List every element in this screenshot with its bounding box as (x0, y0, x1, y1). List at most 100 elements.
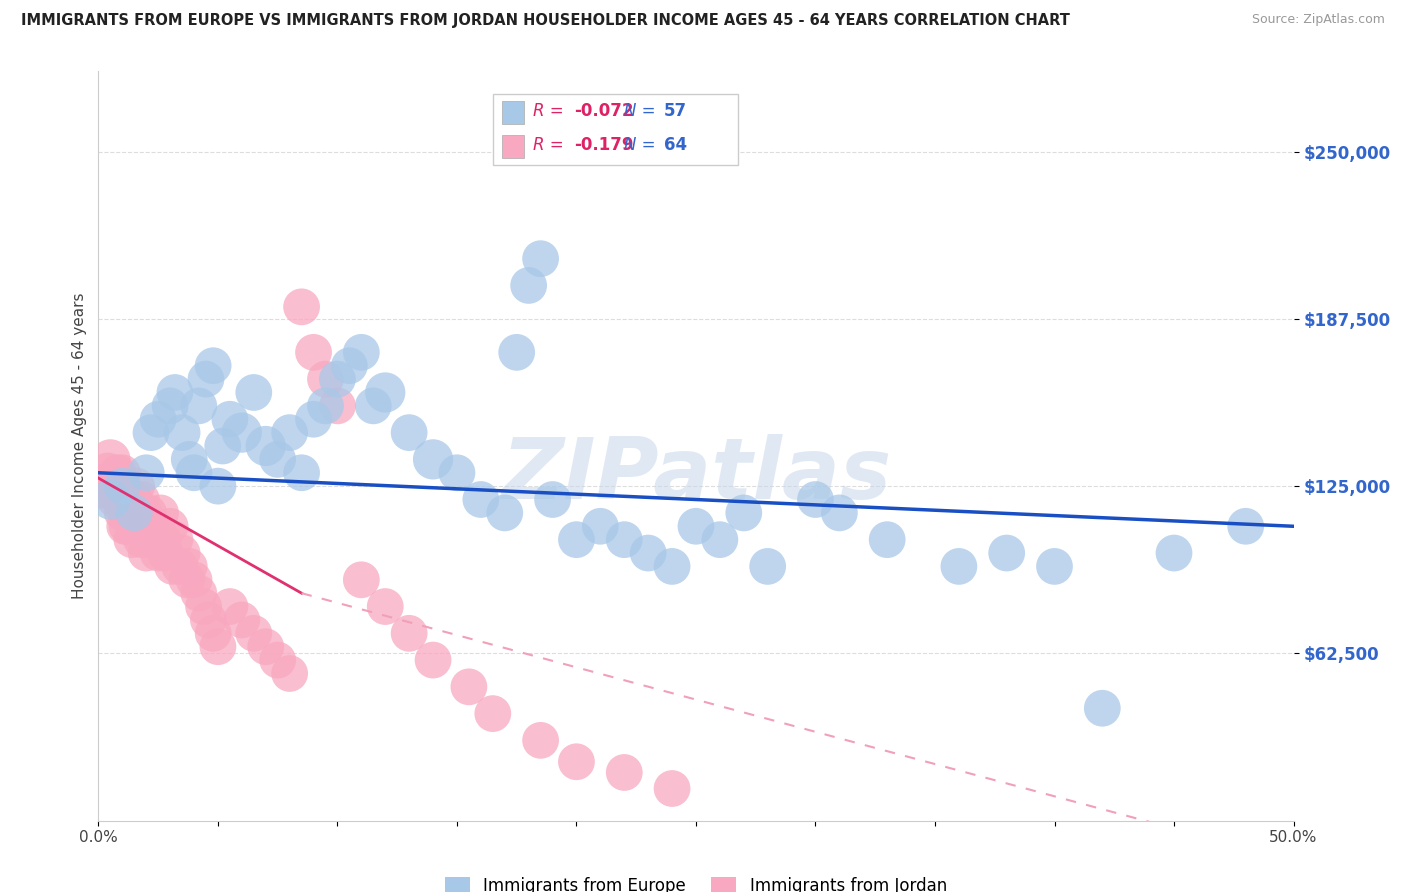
Point (155, 546, 177, 560)
Point (756, 559, 779, 574)
Point (446, 466, 468, 480)
Point (111, 506, 134, 520)
Point (267, 653, 290, 667)
Point (876, 533, 898, 547)
Point (254, 640, 277, 654)
Text: ZIPatlas: ZIPatlas (501, 434, 891, 517)
Point (589, 519, 612, 533)
Point (231, 425, 253, 440)
Point (350, 573, 373, 587)
Point (326, 399, 349, 413)
Point (111, 479, 134, 493)
Point (804, 492, 827, 507)
Point (179, 452, 201, 467)
Point (187, 586, 209, 600)
Point (139, 425, 162, 440)
Point (202, 626, 225, 640)
Text: 57: 57 (664, 102, 686, 120)
Point (709, 533, 731, 547)
Point (193, 599, 215, 614)
Point (135, 466, 157, 480)
Point (131, 492, 153, 507)
Point (291, 466, 314, 480)
Point (1043, 559, 1066, 574)
Point (115, 519, 138, 533)
Point (613, 533, 636, 547)
Point (101, 479, 124, 493)
Point (124, 492, 146, 507)
Point (115, 492, 138, 507)
Text: N =: N = (624, 136, 661, 153)
Text: R =: R = (533, 136, 569, 153)
Text: -0.072: -0.072 (574, 102, 634, 120)
Point (152, 533, 174, 547)
Point (179, 559, 201, 574)
Point (107, 466, 129, 480)
Point (267, 452, 290, 467)
Point (111, 466, 134, 480)
Point (207, 640, 229, 654)
Point (131, 533, 153, 547)
Point (278, 666, 301, 681)
Point (114, 519, 136, 533)
Point (254, 439, 277, 453)
Point (162, 559, 184, 574)
Point (315, 372, 337, 386)
Point (1163, 546, 1185, 560)
Point (481, 706, 505, 721)
Point (398, 626, 420, 640)
Point (176, 573, 198, 587)
Point (374, 385, 396, 400)
Point (202, 359, 225, 373)
Point (219, 599, 242, 614)
Point (243, 385, 266, 400)
Point (613, 765, 636, 780)
Point (363, 399, 385, 413)
Point (828, 506, 851, 520)
Point (121, 533, 143, 547)
Point (231, 613, 253, 627)
Point (326, 372, 349, 386)
Point (97, 466, 120, 480)
Point (148, 546, 170, 560)
Point (733, 506, 755, 520)
Point (132, 506, 155, 520)
Point (530, 733, 553, 747)
Text: IMMIGRANTS FROM EUROPE VS IMMIGRANTS FROM JORDAN HOUSEHOLDER INCOME AGES 45 - 64: IMMIGRANTS FROM EUROPE VS IMMIGRANTS FRO… (21, 13, 1070, 29)
Point (661, 559, 683, 574)
Point (291, 300, 314, 314)
Point (211, 439, 233, 453)
Point (118, 506, 141, 520)
Point (187, 399, 209, 413)
Point (398, 425, 420, 440)
Point (163, 385, 186, 400)
FancyBboxPatch shape (502, 135, 524, 158)
Point (139, 533, 162, 547)
Point (125, 479, 148, 493)
Point (172, 546, 194, 560)
Point (135, 519, 157, 533)
Point (149, 506, 172, 520)
Text: N =: N = (624, 102, 661, 120)
FancyBboxPatch shape (494, 94, 738, 165)
Point (494, 506, 516, 520)
Point (124, 506, 146, 520)
Point (565, 755, 588, 769)
Point (315, 399, 337, 413)
Point (207, 479, 229, 493)
Y-axis label: Householder Income Ages 45 - 64 years: Householder Income Ages 45 - 64 years (72, 293, 87, 599)
Point (108, 492, 131, 507)
Text: 64: 64 (664, 136, 686, 153)
Point (350, 345, 373, 359)
Point (91, 479, 114, 493)
Point (506, 345, 529, 359)
Point (517, 278, 540, 293)
FancyBboxPatch shape (502, 102, 524, 124)
Point (637, 546, 659, 560)
Point (948, 559, 970, 574)
Point (183, 466, 205, 480)
Point (197, 613, 219, 627)
Point (530, 252, 553, 266)
Point (98, 452, 122, 467)
Point (374, 599, 396, 614)
